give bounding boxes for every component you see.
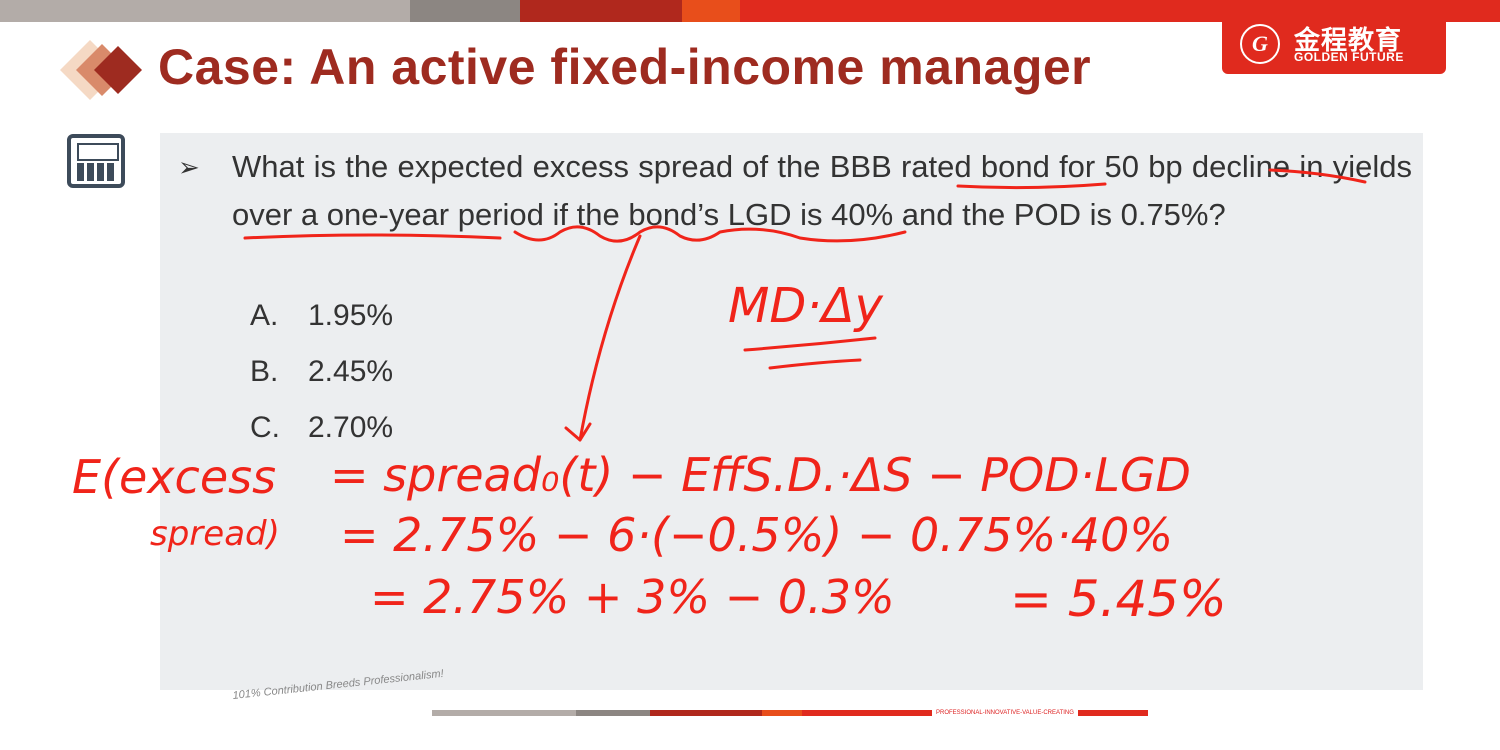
handwritten-note-md-dy: MD·Δy xyxy=(728,278,883,334)
handwritten-formula: = spread₀(t) − EffS.D.·ΔS − POD·LGD xyxy=(330,448,1191,502)
option-c: C. 2.70% xyxy=(250,411,394,444)
handwritten-result: = 5.45% xyxy=(1010,570,1227,628)
slide-title: Case: An active fixed-income manager xyxy=(158,39,1092,95)
handwritten-lhs: E(excess xyxy=(72,450,277,504)
option-b: B. 2.45% xyxy=(250,355,394,388)
title-diamond-icon xyxy=(60,40,142,100)
option-a: A. 1.95% xyxy=(250,299,394,332)
calculator-icon xyxy=(67,134,125,188)
question-panel: ➢ What is the expected excess spread of … xyxy=(160,133,1423,690)
golden-future-logo: G 金程教育 GOLDEN FUTURE xyxy=(1222,16,1446,74)
question-text: What is the expected excess spread of th… xyxy=(232,149,1412,232)
top-color-bar xyxy=(0,0,1500,22)
footer-tagline: PROFESSIONAL-INNOVATIVE-VALUE-CREATING xyxy=(936,710,1074,716)
handwritten-substitution: = 2.75% − 6·(−0.5%) − 0.75%·40% xyxy=(340,508,1174,562)
handwritten-simplification: = 2.75% + 3% − 0.3% xyxy=(370,570,895,624)
footer-color-bar: PROFESSIONAL-INNOVATIVE-VALUE-CREATING xyxy=(432,710,1148,716)
logo-english: GOLDEN FUTURE xyxy=(1294,50,1404,64)
logo-chinese: 金程教育 xyxy=(1294,25,1403,55)
logo-seal-icon: G xyxy=(1240,24,1280,64)
bullet-arrow-icon: ➢ xyxy=(178,152,200,182)
handwritten-lhs2: spread) xyxy=(150,514,280,554)
